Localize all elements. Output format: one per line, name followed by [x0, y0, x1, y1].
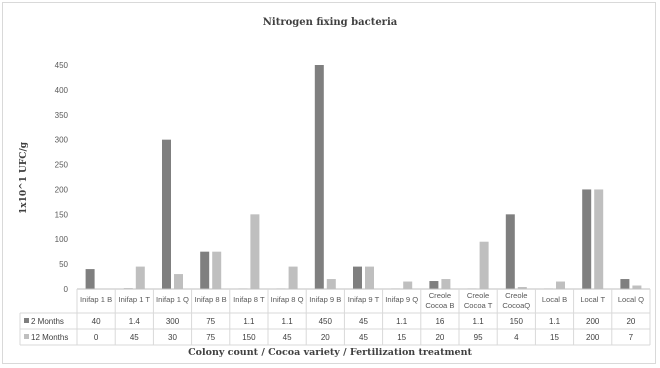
- chart-title: Nitrogen fixing bacteria: [262, 17, 398, 28]
- y-tick-label: 50: [59, 260, 68, 269]
- bar-series-2: [441, 279, 451, 289]
- bar-series-2: [174, 274, 183, 289]
- bar-series-2: [594, 189, 604, 289]
- y-tick-label: 300: [55, 136, 69, 145]
- bar-series-1: [85, 269, 95, 289]
- data-table-value: 20: [626, 317, 635, 326]
- y-tick-label: 200: [55, 185, 69, 194]
- y-tick-label: 150: [55, 210, 69, 219]
- bar-series-2: [517, 287, 527, 289]
- bar-series-2: [365, 266, 374, 289]
- data-table-value: 1.4: [129, 317, 141, 326]
- legend-swatch: [24, 318, 29, 323]
- data-table-value: 1.1: [473, 317, 485, 326]
- x-tick-label: Inifap 9 B: [309, 295, 341, 304]
- data-table-value: 200: [586, 333, 600, 342]
- y-tick-label: 0: [64, 285, 69, 294]
- bar-series-1: [620, 279, 630, 289]
- y-tick-label: 250: [55, 161, 69, 170]
- bar-series-2: [135, 266, 145, 289]
- bar-series-2: [288, 266, 298, 289]
- bar-series-1: [505, 214, 515, 289]
- y-tick-label: 450: [55, 61, 69, 70]
- data-table-value: 20: [435, 333, 444, 342]
- x-tick-label: Local Q: [618, 295, 644, 304]
- x-tick-label: Inifap 1 B: [80, 295, 112, 304]
- x-tick-label: Local T: [580, 295, 605, 304]
- y-tick-label: 100: [55, 235, 69, 244]
- x-tick-label: Inifap 8 Q: [271, 295, 304, 304]
- x-tick-label: Inifap 9 T: [348, 295, 380, 304]
- data-table-value: 45: [359, 317, 368, 326]
- bar-series-2: [403, 281, 413, 289]
- x-tick-label: Creole: [505, 291, 527, 300]
- legend-label: 2 Months: [31, 317, 64, 326]
- y-tick-label: 400: [55, 86, 69, 95]
- data-table-value: 30: [168, 333, 177, 342]
- x-tick-label: Inifap 8 B: [195, 295, 227, 304]
- x-tick-label: Local B: [542, 295, 567, 304]
- data-table-value: 0: [94, 333, 99, 342]
- data-table-value: 75: [206, 317, 215, 326]
- chart-frame: [2, 2, 656, 364]
- bar-series-2: [479, 241, 489, 289]
- data-table-value: 1.1: [243, 317, 255, 326]
- legend-swatch: [24, 334, 29, 339]
- x-tick-label: CocoaQ: [502, 301, 530, 310]
- data-table-value: 45: [359, 333, 368, 342]
- data-table-value: 45: [283, 333, 292, 342]
- bar-series-1: [162, 139, 171, 289]
- x-tick-label: Inifap 8 T: [233, 295, 265, 304]
- data-table-value: 200: [586, 317, 600, 326]
- bar-series-2: [556, 281, 565, 289]
- data-table-value: 16: [435, 317, 444, 326]
- x-tick-label: Inifap 9 Q: [385, 295, 418, 304]
- x-tick-label: Cocoa B: [425, 301, 454, 310]
- data-table-value: 45: [130, 333, 139, 342]
- data-table-value: 300: [166, 317, 180, 326]
- x-tick-label: Inifap 1 Q: [156, 295, 189, 304]
- data-table-value: 95: [474, 333, 483, 342]
- x-tick-label: Inifap 1 T: [119, 295, 151, 304]
- data-table-value: 15: [550, 333, 559, 342]
- bar-series-2: [250, 214, 260, 289]
- data-table-value: 1.1: [549, 317, 561, 326]
- data-table-value: 150: [242, 333, 256, 342]
- bar-series-1: [314, 65, 324, 289]
- data-table-value: 15: [397, 333, 406, 342]
- x-tick-label: Cocoa T: [464, 301, 493, 310]
- legend-label: 12 Months: [31, 333, 68, 342]
- bar-series-1: [429, 281, 439, 289]
- y-tick-label: 350: [55, 111, 69, 120]
- data-table-value: 4: [514, 333, 519, 342]
- bar-series-2: [212, 251, 222, 289]
- data-table-value: 40: [92, 317, 101, 326]
- data-table-value: 20: [321, 333, 330, 342]
- bar-series-1: [582, 189, 592, 289]
- x-axis-label: Colony count / Cocoa variety / Fertiliza…: [188, 347, 472, 358]
- data-table-value: 150: [510, 317, 524, 326]
- data-table-value: 75: [206, 333, 215, 342]
- data-table-value: 450: [319, 317, 333, 326]
- bar-series-1: [353, 266, 362, 289]
- bar-series-2: [632, 285, 642, 289]
- data-table-value: 1.1: [396, 317, 408, 326]
- data-table-value: 7: [629, 333, 634, 342]
- bar-series-1: [200, 251, 210, 289]
- x-tick-label: Creole: [429, 291, 451, 300]
- data-table-value: 1.1: [282, 317, 294, 326]
- bar-series-2: [326, 279, 336, 289]
- x-tick-label: Creole: [467, 291, 489, 300]
